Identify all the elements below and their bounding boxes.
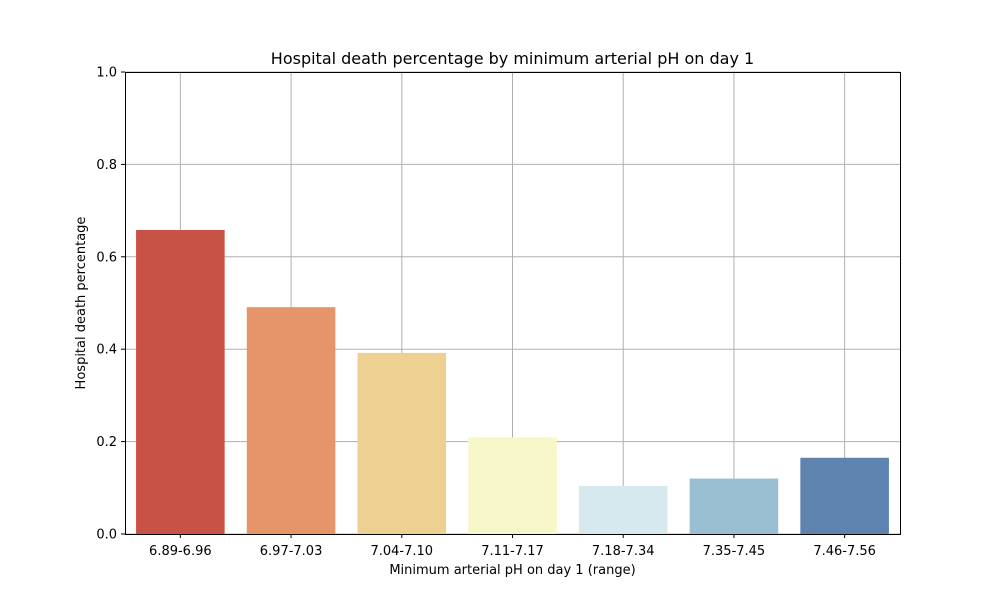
x-tick-label: 7.18-7.34 [592, 544, 655, 559]
bar-7.35-7.45 [689, 478, 779, 534]
x-axis-label: Minimum arterial pH on day 1 (range) [389, 563, 635, 578]
bars-layer [136, 230, 889, 534]
x-tick-label: 7.46-7.56 [813, 544, 876, 559]
y-tick-label: 0.6 [96, 250, 117, 265]
y-tick-label: 0.8 [96, 158, 117, 173]
x-tick-label: 6.89-6.96 [149, 544, 212, 559]
bar-7.46-7.56 [800, 457, 889, 534]
bar-6.97-7.03 [246, 307, 336, 534]
bar-7.18-7.34 [578, 485, 668, 534]
bar-7.04-7.10 [357, 352, 447, 534]
ticks-layer: 0.0 0.2 0.4 0.6 0.8 1.0 6.89-6.96 6.97-7.03 7.04… [96, 66, 876, 560]
y-axis-label: Hospital death percentage [74, 217, 89, 390]
bar-7.11-7.17 [468, 437, 557, 534]
y-tick-label: 0.2 [96, 435, 117, 450]
x-tick-label: 6.97-7.03 [260, 544, 323, 559]
y-tick-label: 1.0 [96, 66, 117, 81]
y-tick-label: 0.4 [96, 343, 117, 358]
x-tick-label: 7.04-7.10 [370, 544, 433, 559]
bar-6.89-6.96 [136, 230, 225, 534]
x-tick-label: 7.11-7.17 [481, 544, 544, 559]
x-tick-label: 7.35-7.45 [703, 544, 766, 559]
y-tick-label: 0.0 [96, 528, 117, 543]
chart-title: Hospital death percentage by minimum art… [271, 49, 754, 68]
